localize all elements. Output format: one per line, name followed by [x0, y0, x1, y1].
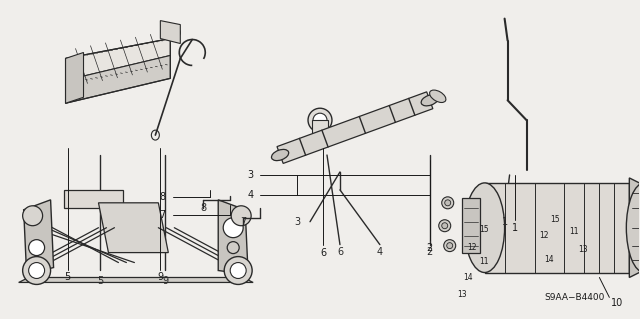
Bar: [63, 190, 124, 208]
Text: 8: 8: [159, 192, 165, 202]
Ellipse shape: [421, 95, 438, 106]
Text: 1: 1: [511, 223, 518, 233]
Text: 14: 14: [463, 273, 472, 282]
Text: 7: 7: [159, 210, 166, 220]
Text: 6: 6: [337, 247, 343, 256]
Text: 5: 5: [97, 277, 104, 286]
Ellipse shape: [231, 206, 251, 226]
Text: 15: 15: [479, 225, 488, 234]
Ellipse shape: [224, 256, 252, 285]
Ellipse shape: [439, 220, 451, 232]
Ellipse shape: [444, 240, 456, 252]
Ellipse shape: [29, 263, 45, 278]
Polygon shape: [24, 200, 54, 274]
Text: 4: 4: [247, 190, 253, 200]
Text: 2: 2: [427, 243, 433, 253]
Text: 3: 3: [247, 170, 253, 180]
Text: 14: 14: [545, 255, 554, 264]
Polygon shape: [65, 56, 170, 103]
Ellipse shape: [429, 90, 446, 102]
Text: 7: 7: [240, 217, 246, 227]
Text: 9: 9: [163, 277, 168, 286]
Ellipse shape: [227, 241, 239, 254]
Polygon shape: [218, 200, 248, 274]
Bar: [461, 198, 479, 253]
Ellipse shape: [313, 113, 327, 127]
Polygon shape: [277, 92, 433, 163]
Bar: [312, 120, 328, 138]
Text: 8: 8: [200, 203, 206, 213]
Text: 10: 10: [611, 298, 623, 308]
Ellipse shape: [445, 200, 451, 206]
Ellipse shape: [271, 149, 289, 161]
Text: 11: 11: [479, 257, 488, 266]
Text: 6: 6: [320, 248, 326, 258]
Ellipse shape: [230, 263, 246, 278]
Ellipse shape: [22, 206, 43, 226]
Ellipse shape: [447, 243, 452, 249]
Bar: [484, 183, 629, 272]
Ellipse shape: [627, 183, 640, 272]
Text: 2: 2: [427, 247, 433, 256]
Ellipse shape: [29, 240, 45, 256]
Text: 1: 1: [502, 217, 508, 227]
Text: 12: 12: [467, 243, 476, 252]
Polygon shape: [161, 21, 180, 43]
Polygon shape: [65, 39, 170, 80]
Text: 13: 13: [579, 245, 588, 254]
Ellipse shape: [223, 218, 243, 238]
Polygon shape: [65, 52, 83, 103]
Polygon shape: [19, 278, 253, 282]
Ellipse shape: [312, 133, 328, 143]
Polygon shape: [99, 203, 168, 253]
Ellipse shape: [442, 197, 454, 209]
Polygon shape: [629, 178, 640, 278]
Ellipse shape: [442, 223, 448, 229]
Text: 15: 15: [550, 215, 560, 224]
Ellipse shape: [31, 260, 43, 271]
Text: S9AA−B4400: S9AA−B4400: [544, 293, 605, 302]
Text: 4: 4: [377, 247, 383, 256]
Text: 12: 12: [539, 231, 548, 240]
Ellipse shape: [22, 256, 51, 285]
Text: 13: 13: [457, 290, 467, 299]
Text: 9: 9: [157, 272, 163, 283]
Text: 11: 11: [570, 227, 579, 236]
Ellipse shape: [308, 108, 332, 132]
Text: 3: 3: [294, 217, 300, 227]
Text: 5: 5: [65, 272, 70, 283]
Ellipse shape: [465, 183, 504, 272]
